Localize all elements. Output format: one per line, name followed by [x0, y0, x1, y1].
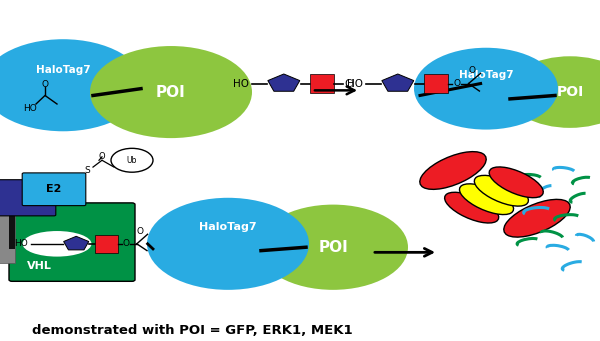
Ellipse shape [489, 167, 543, 198]
Text: O: O [41, 80, 49, 89]
Text: HaloTag7: HaloTag7 [199, 222, 257, 232]
Circle shape [258, 205, 408, 290]
Bar [310, 74, 334, 93]
Circle shape [111, 148, 153, 172]
Text: HO: HO [233, 78, 249, 89]
Bar [9, 208, 15, 249]
Ellipse shape [420, 152, 486, 189]
Polygon shape [268, 74, 300, 91]
Ellipse shape [475, 175, 529, 206]
Text: Ub: Ub [127, 156, 137, 165]
Text: S: S [84, 166, 90, 175]
Bar [424, 74, 448, 93]
Text: HO: HO [347, 78, 363, 89]
Text: Cl: Cl [344, 78, 355, 89]
Text: POI: POI [556, 85, 584, 99]
Text: HO: HO [23, 104, 37, 113]
Text: POI: POI [156, 85, 186, 100]
Text: VHL: VHL [26, 261, 52, 271]
Text: O: O [136, 227, 143, 236]
Circle shape [507, 56, 600, 128]
Circle shape [90, 46, 252, 138]
Text: POI: POI [318, 240, 348, 255]
Text: HaloTag7: HaloTag7 [458, 70, 514, 80]
Polygon shape [64, 236, 89, 250]
Text: E2: E2 [46, 184, 62, 194]
Circle shape [147, 198, 309, 290]
Text: O: O [453, 79, 460, 88]
Ellipse shape [23, 231, 91, 257]
Ellipse shape [460, 184, 514, 214]
Polygon shape [382, 74, 414, 91]
FancyBboxPatch shape [0, 180, 56, 216]
Circle shape [0, 39, 144, 131]
Ellipse shape [445, 192, 499, 223]
FancyBboxPatch shape [22, 173, 86, 206]
FancyBboxPatch shape [9, 203, 135, 281]
Text: HaloTag7: HaloTag7 [35, 65, 91, 75]
Text: O: O [468, 66, 475, 75]
Text: demonstrated with POI = GFP, ERK1, MEK1: demonstrated with POI = GFP, ERK1, MEK1 [32, 324, 352, 337]
Bar [0, 201, 15, 263]
Circle shape [414, 48, 558, 130]
Bar [95, 235, 118, 253]
Text: HO: HO [14, 239, 28, 248]
Text: O: O [122, 239, 130, 248]
Text: O: O [98, 152, 106, 161]
Ellipse shape [504, 199, 570, 237]
